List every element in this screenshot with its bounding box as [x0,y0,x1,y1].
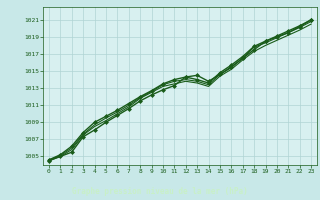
Text: Graphe pression niveau de la mer (hPa): Graphe pression niveau de la mer (hPa) [72,187,248,196]
